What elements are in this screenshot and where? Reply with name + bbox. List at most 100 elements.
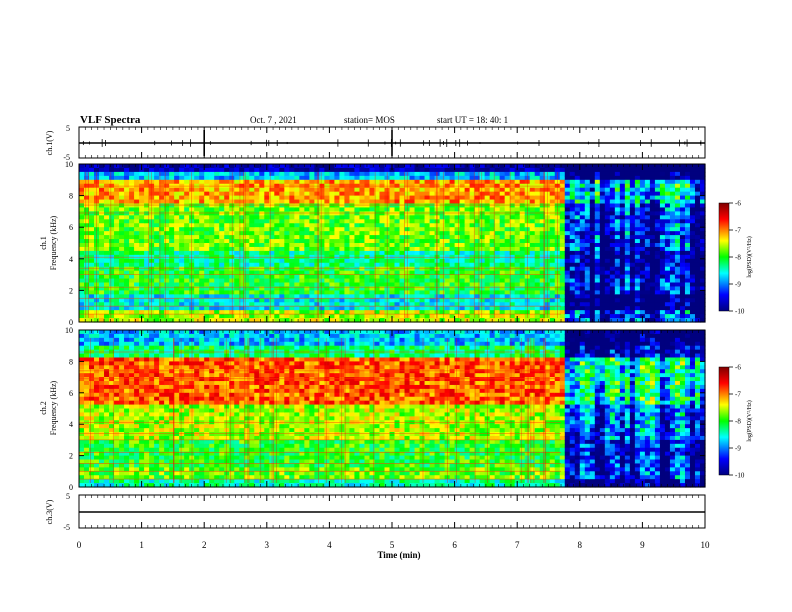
ch1-spectrogram-cell	[164, 306, 170, 311]
ch1-spectrogram-cell	[664, 199, 671, 205]
ch1-spectrogram-cell	[349, 167, 356, 173]
ch1-spectrogram-cell	[604, 211, 611, 216]
ch1-spectrogram-cell	[434, 239, 441, 244]
ch1-spectrogram-cell	[569, 219, 576, 224]
ch1-spectrogram-cell	[414, 223, 421, 228]
ch1-spectrogram-cell	[199, 298, 205, 303]
ch1-spectrogram-cell	[174, 270, 180, 276]
ch1-spectrogram-cell	[94, 302, 100, 307]
ch1-spectrogram-cell	[484, 175, 491, 181]
ch1-spectrogram-cell	[179, 266, 185, 272]
ch1-spectrogram-cell	[519, 179, 526, 185]
ch1-spectrogram-cell	[374, 243, 381, 248]
ch1-spectrogram-cell	[669, 231, 676, 236]
ch1-spectrogram-cell	[449, 164, 456, 169]
ch1-spectrogram-cell	[604, 302, 611, 307]
ch1-spectrogram-cell	[179, 318, 185, 323]
ch1-spectrogram-cell	[589, 171, 596, 177]
ch1-spectrogram-cell	[434, 243, 441, 248]
ch1-spectrogram-cell	[174, 187, 180, 193]
ch1-spectrogram-cell	[644, 219, 651, 224]
ch1-spectrogram-cell	[94, 286, 100, 291]
ch1-spectrogram-cell	[354, 203, 361, 209]
ch1-spectrogram-cell	[509, 246, 516, 252]
ch1-spectrogram-cell	[544, 290, 551, 295]
ch1-spectrogram-cell	[349, 171, 356, 177]
ch1-spectrogram-cell	[309, 290, 315, 295]
ch1-spectrogram-cell	[619, 246, 626, 252]
ch1-spectrogram-cell	[239, 286, 245, 291]
ch1-spectrogram-cell	[489, 235, 496, 240]
ch1-spectrogram-cell	[149, 175, 155, 181]
ch1-spectrogram-cell	[664, 310, 671, 315]
ch1-spectrogram-cell	[594, 183, 601, 189]
ch1-spectrogram-cell	[179, 235, 185, 240]
ch1-spectrogram-cell	[94, 167, 100, 173]
ch1-spectrogram-cell	[314, 246, 320, 252]
ch1-spectrogram-cell	[599, 258, 606, 264]
ch1-spectrogram-cell	[624, 179, 631, 185]
ch1-spectrogram-cell	[189, 262, 195, 268]
ch1-spectrogram-cell	[204, 223, 210, 228]
ch1-spectrogram-cell	[639, 306, 646, 311]
ch1-spectrogram-cell	[539, 239, 546, 244]
ch1-spectrogram-cell	[659, 215, 666, 220]
ch1-spectrogram-cell	[619, 223, 626, 228]
ch1-spectrogram-cell	[669, 227, 676, 232]
ch1-spectrogram-cell	[514, 211, 521, 216]
ch1-spectrogram-cell	[214, 207, 220, 212]
ch1-spectrogram-cell	[634, 298, 641, 303]
ch1-spectrogram-cell	[309, 235, 315, 240]
ch1-spectrogram-cell	[584, 175, 591, 181]
ch1-spectrogram-cell	[264, 235, 270, 240]
ch1-spectrogram-cell	[179, 290, 185, 295]
ch1-spectrogram-cell	[429, 286, 436, 291]
ch1-spectrogram-cell	[234, 227, 240, 232]
ch1-spectrogram-cell	[229, 298, 235, 303]
ch1-spectrogram-cell	[374, 286, 381, 291]
ch1-spectrogram-cell	[89, 179, 95, 185]
ch1-spectrogram-cell	[279, 171, 285, 177]
ch1-spectrogram-cell	[609, 235, 616, 240]
ch1-spectrogram-cell	[319, 187, 325, 193]
ch1-spectrogram-cell	[214, 278, 220, 284]
ch1-spectrogram-cell	[514, 219, 521, 224]
ch1-spectrogram-cell	[559, 246, 566, 252]
ch1-spectrogram-cell	[654, 298, 661, 303]
ch1-spectrogram-cell	[659, 282, 666, 288]
ch1-spectrogram-cell	[159, 179, 165, 185]
ch1-spectrogram-cell	[394, 246, 401, 252]
ch1-spectrogram-cell	[549, 231, 556, 236]
ch1-spectrogram-cell	[104, 302, 110, 307]
ch1-spectrogram-cell	[99, 239, 105, 244]
ch1-spectrogram-cell	[414, 246, 421, 252]
ch1-spectrogram-cell	[114, 167, 120, 173]
ch1-spectrogram-cell	[609, 179, 616, 185]
ch1-spectrogram-cell	[214, 239, 220, 244]
ch1-spectrogram-cell	[214, 282, 220, 288]
ch1-spectrogram-cell	[514, 243, 521, 248]
ch1-spectrogram-cell	[374, 294, 381, 299]
ch1-spectrogram-cell	[439, 278, 446, 284]
ch1-spectrogram-cell	[544, 294, 551, 299]
ch1-spectrogram-cell	[589, 243, 596, 248]
ch1-spectrogram-cell	[484, 195, 491, 201]
ch1-spectrogram-cell	[504, 306, 511, 311]
ch1-spectrogram-cell	[609, 187, 616, 193]
ch1-spectrogram-cell	[304, 250, 310, 256]
ch1-spectrogram-cell	[389, 294, 396, 299]
ch1-spectrogram-cell	[449, 318, 456, 323]
ch1-spectrogram-cell	[224, 246, 230, 252]
ch1-spectrogram-cell	[624, 302, 631, 307]
ch1-spectrogram-cell	[289, 246, 295, 252]
ch1-spectrogram-cell	[649, 164, 656, 169]
ch1-spectrogram-cell	[499, 211, 506, 216]
ch1-spectrogram-cell	[244, 215, 250, 220]
ch1-spectrogram-cell	[489, 195, 496, 201]
ch1-spectrogram-cell	[424, 270, 431, 276]
ch1-spectrogram-cell	[604, 282, 611, 288]
ch1-spectrogram-cell	[144, 298, 150, 303]
ch1-spectrogram-cell	[279, 310, 285, 315]
ch1-spectrogram-cell	[314, 195, 320, 201]
ch1-spectrogram-cell	[579, 219, 586, 224]
